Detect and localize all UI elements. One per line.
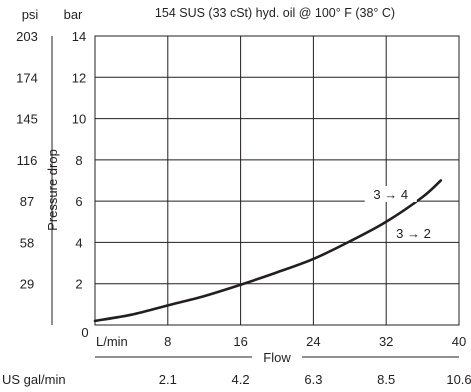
- y-tick-label: 8: [75, 153, 82, 168]
- y-unit-secondary: psi: [22, 7, 39, 22]
- x-unit-secondary: US gal/min: [2, 372, 66, 387]
- x-tick-label: 24: [306, 334, 320, 349]
- y-secondary-tick-label: 203: [16, 29, 38, 44]
- plot-frame: [94, 35, 460, 326]
- y-tick-label: 4: [75, 235, 82, 250]
- annotations: 3 → 4 3 → 2: [364, 186, 440, 242]
- y-ticks: 2 29 4 58 6 87 8 116 10 145 12 174 14 203: [16, 29, 86, 292]
- x-secondary-tick-label: 2.1: [159, 372, 177, 387]
- y-secondary-tick-label: 116: [17, 153, 38, 168]
- x-secondary-tick-label: 10.6: [446, 372, 471, 387]
- chart-title: 154 SUS (33 cSt) hyd. oil @ 100° F (38° …: [155, 6, 395, 20]
- x-tick-label: 8: [164, 334, 171, 349]
- annotation-label: 3 → 4: [373, 187, 408, 202]
- y-secondary-tick-label: 29: [20, 277, 34, 292]
- annotation-label: 3 → 2: [396, 226, 431, 241]
- x-secondary-tick-label: 4.2: [232, 372, 250, 387]
- y-secondary-tick-label: 58: [20, 235, 34, 250]
- y-tick-label: 12: [72, 70, 86, 85]
- y-unit-primary: bar: [64, 7, 83, 22]
- pressure-drop-curve: [93, 179, 443, 323]
- x-tick-label: 40: [452, 334, 466, 349]
- y-secondary-tick-label: 87: [20, 194, 34, 209]
- x-unit-primary: L/min: [96, 334, 128, 349]
- x-axis-title-background: [252, 349, 302, 365]
- x-tick-label: 0: [81, 325, 88, 340]
- y-tick-label: 6: [75, 194, 82, 209]
- x-axis-title: Flow: [263, 350, 291, 365]
- x-ticks: 0 8 16 24 32 40 2.1 4.2 6.3 8.5 10.6: [81, 325, 471, 387]
- y-tick-label: 10: [72, 112, 86, 127]
- x-tick-label: 16: [233, 334, 247, 349]
- x-secondary-tick-label: 6.3: [304, 372, 322, 387]
- y-axis-title: Pressure drop: [45, 149, 60, 231]
- annotation-background: [387, 225, 440, 242]
- y-secondary-tick-label: 145: [16, 112, 38, 127]
- y-tick-label: 2: [75, 277, 82, 292]
- y-secondary-tick-label: 174: [16, 70, 38, 85]
- grid: [95, 36, 459, 325]
- x-secondary-tick-label: 8.5: [377, 372, 395, 387]
- y-tick-label: 14: [72, 29, 86, 44]
- x-tick-label: 32: [379, 334, 393, 349]
- annotation-background: [364, 186, 417, 203]
